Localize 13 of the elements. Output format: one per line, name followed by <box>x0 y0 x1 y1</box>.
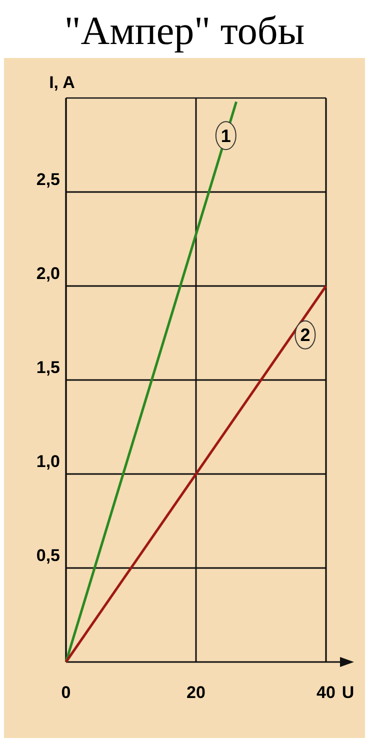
annotation: 2 <box>300 325 310 346</box>
y-axis-title: I, A <box>49 73 75 92</box>
y-tick-label: 1,5 <box>36 358 60 378</box>
x-tick-label: 20 <box>186 683 206 702</box>
chart-title: "Ампер" тобы <box>64 8 305 53</box>
x-tick-label: 0 <box>61 683 71 702</box>
y-tick-label: 0,5 <box>36 546 60 566</box>
y-tick-label: 2,5 <box>36 170 60 190</box>
x-axis-title: U <box>342 683 354 702</box>
y-tick-label: 1,0 <box>36 452 60 472</box>
y-tick-label: 2,0 <box>36 264 60 284</box>
annotation: 1 <box>220 126 231 146</box>
x-tick-label: 40 <box>316 683 336 702</box>
